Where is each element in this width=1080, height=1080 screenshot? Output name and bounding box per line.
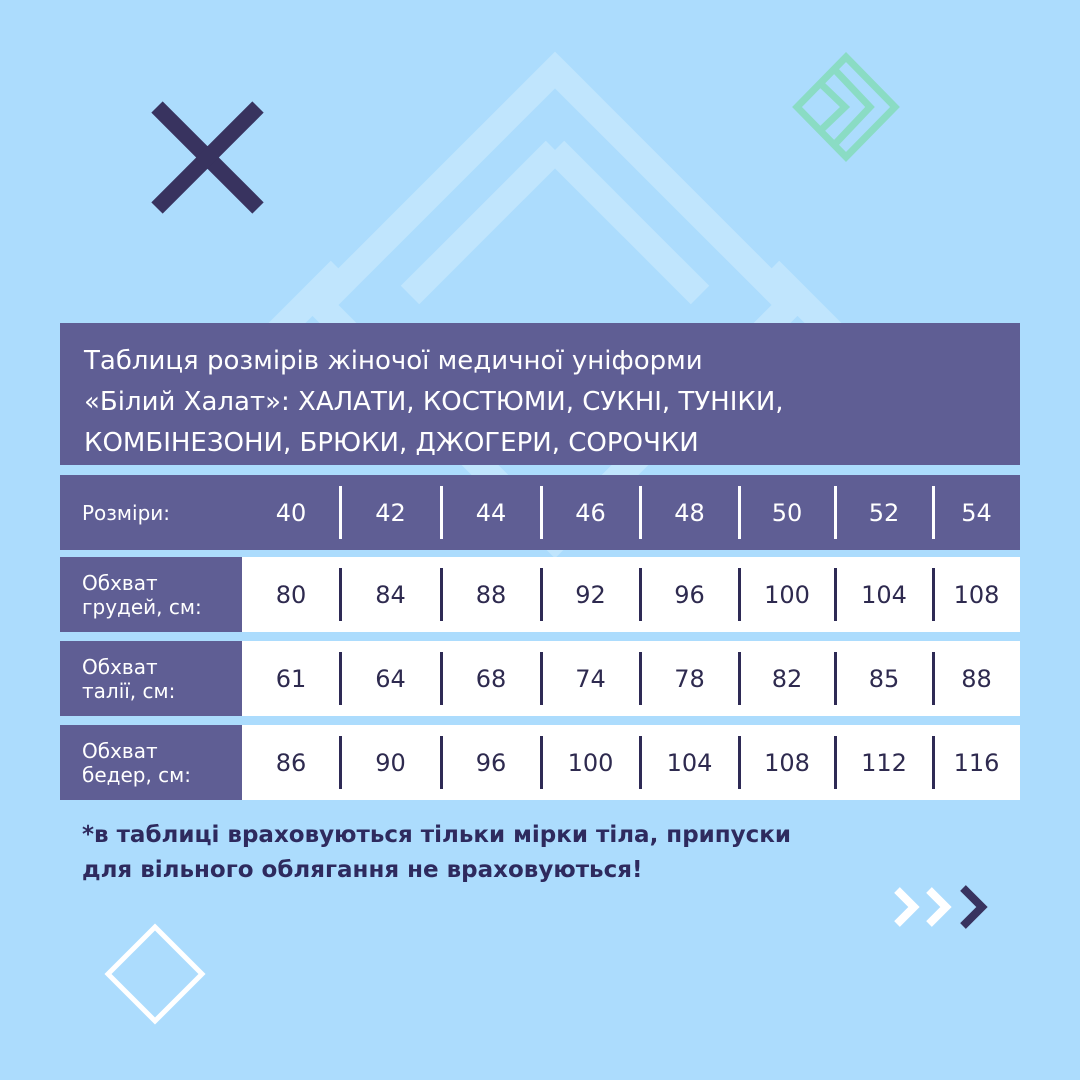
table-cell: 116 — [953, 748, 1000, 777]
table-cell: 88 — [475, 580, 507, 609]
table-cell: 108 — [764, 748, 810, 777]
table-cell: 90 — [375, 748, 406, 777]
column-divider — [834, 652, 837, 705]
column-divider — [834, 736, 837, 789]
column-divider — [339, 652, 342, 705]
column-divider — [440, 652, 443, 705]
table-cell: 52 — [868, 498, 900, 527]
row-label: Обхват грудей, см: — [60, 557, 242, 632]
column-divider — [440, 736, 443, 789]
column-divider — [834, 486, 837, 539]
row-values: 61 64 68 74 78 82 85 88 — [242, 641, 1020, 716]
footnote-line: для вільного облягання не враховуються! — [82, 857, 643, 883]
column-divider — [440, 568, 443, 621]
table-cell: 54 — [961, 498, 992, 527]
table-cell: 84 — [375, 580, 406, 609]
row-label: Розміри: — [60, 475, 242, 550]
table-cell: 96 — [475, 748, 507, 777]
table-row: Обхват грудей, см: 80 84 88 92 96 100 104 108 — [60, 557, 1020, 632]
column-divider — [639, 736, 642, 789]
table-cell: 74 — [575, 664, 606, 693]
column-divider — [540, 568, 543, 621]
table-cell: 96 — [674, 580, 705, 609]
table-row: Обхват бедер, см: 86 90 96 100 104 108 112 116 — [60, 725, 1020, 800]
row-values: 80 84 88 92 96 100 104 108 — [242, 557, 1020, 632]
table-cell: 100 — [567, 748, 614, 777]
column-divider — [738, 736, 741, 789]
table-title: Таблиця розмірів жіночої медичної уніфор… — [60, 323, 1020, 465]
table-cell: 50 — [771, 498, 803, 527]
column-divider — [738, 652, 741, 705]
table-cell: 85 — [868, 664, 900, 693]
column-divider — [540, 486, 543, 539]
table-cell: 40 — [275, 498, 307, 527]
chevrons-right-icon — [894, 885, 988, 929]
table-cell: 104 — [861, 580, 907, 609]
table-cell: 48 — [674, 498, 705, 527]
footnote-line: *в таблиці враховуються тільки мірки тіл… — [82, 822, 792, 848]
table-header-row: Розміри: 40 42 44 46 48 50 52 54 — [60, 475, 1020, 550]
column-divider — [440, 486, 443, 539]
close-x-icon — [151, 101, 264, 214]
table-row: Обхват талії, см: 61 64 68 74 78 82 85 88 — [60, 641, 1020, 716]
table-cell: 68 — [475, 664, 507, 693]
table-cell: 42 — [375, 498, 406, 527]
table-cell: 104 — [666, 748, 713, 777]
row-label: Обхват талії, см: — [60, 641, 242, 716]
column-divider — [834, 568, 837, 621]
background-diamonds — [170, 51, 940, 559]
row-values: 86 90 96 100 104 108 112 116 — [242, 725, 1020, 800]
table-cell: 46 — [575, 498, 606, 527]
table-cell: 108 — [953, 580, 1000, 609]
column-divider — [932, 486, 935, 539]
column-divider — [932, 736, 935, 789]
row-label-line: талії, см: — [82, 678, 176, 703]
column-divider — [639, 568, 642, 621]
column-divider — [639, 486, 642, 539]
column-divider — [639, 652, 642, 705]
table-cell: 82 — [771, 664, 803, 693]
column-divider — [339, 486, 342, 539]
title-line: «Білий Халат»: ХАЛАТИ, КОСТЮМИ, СУКНІ, Т… — [84, 387, 784, 417]
column-divider — [932, 652, 935, 705]
row-values: 40 42 44 46 48 50 52 54 — [242, 475, 1020, 550]
teal-diamond-chevron-icon — [792, 51, 900, 163]
table-cell: 88 — [961, 664, 992, 693]
title-line: КОМБІНЕЗОНИ, БРЮКИ, ДЖОГЕРИ, СОРОЧКИ — [84, 428, 699, 458]
table-cell: 61 — [275, 664, 307, 693]
row-label-line: грудей, см: — [82, 594, 202, 619]
table-cell: 112 — [861, 748, 907, 777]
table-cell: 44 — [475, 498, 507, 527]
column-divider — [339, 568, 342, 621]
column-divider — [738, 486, 741, 539]
table-cell: 92 — [575, 580, 606, 609]
row-label-line: бедер, см: — [82, 762, 192, 787]
table-cell: 100 — [764, 580, 810, 609]
row-label: Обхват бедер, см: — [60, 725, 242, 800]
column-divider — [738, 568, 741, 621]
table-cell: 86 — [275, 748, 307, 777]
row-label-line: Обхват — [82, 570, 158, 595]
row-label-line: Обхват — [82, 738, 158, 763]
title-line: Таблиця розмірів жіночої медичної уніфор… — [84, 346, 703, 376]
table-cell: 78 — [674, 664, 705, 693]
column-divider — [540, 652, 543, 705]
row-label-line: Обхват — [82, 654, 158, 679]
column-divider — [339, 736, 342, 789]
table-cell: 80 — [275, 580, 307, 609]
diamond-outline-icon — [104, 923, 206, 1025]
column-divider — [932, 568, 935, 621]
footnote: *в таблиці враховуються тільки мірки тіл… — [82, 818, 791, 888]
table-cell: 64 — [375, 664, 406, 693]
column-divider — [540, 736, 543, 789]
